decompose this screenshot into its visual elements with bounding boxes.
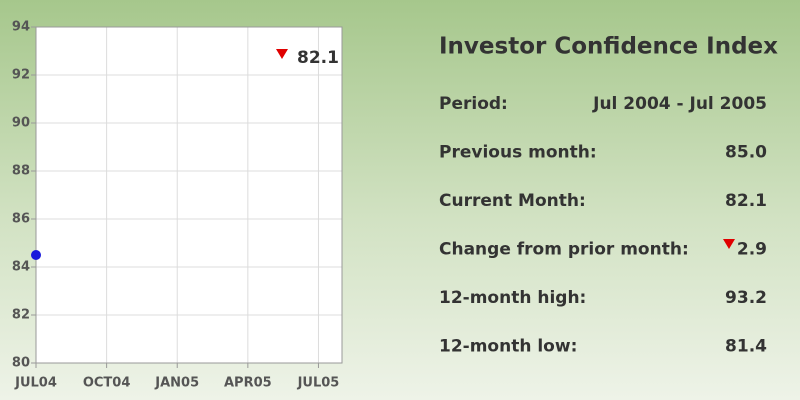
row-label: Previous month: [439,143,597,163]
panel-title: Investor Confidence Index [439,34,778,60]
row-value: 85.0 [725,143,767,163]
point [31,250,41,260]
row-label: Period: [439,94,508,114]
x-tick-label: OCT04 [83,376,131,391]
row-label: 12-month high: [439,288,586,308]
row-label: Current Month: [439,191,586,211]
row-value: Jul 2004 - Jul 2005 [592,94,767,114]
plot-area [35,26,343,364]
down-arrow [276,49,288,59]
y-tick-label: 86 [12,212,30,227]
row-label: Change from prior month: [439,240,689,260]
y-tick-label: 88 [12,164,30,179]
annotation: 82.1 [297,48,339,68]
y-tick-label: 80 [12,356,30,371]
x-tick-label: JUL04 [14,376,57,391]
x-tick-label: JUL05 [297,376,340,391]
row-value: 2.9 [737,240,767,260]
y-tick-label: 82 [12,308,30,323]
row-value: 81.4 [725,337,767,357]
down-arrow [723,239,735,249]
y-tick-label: 92 [12,68,30,83]
plot-frame [35,26,343,364]
row-value: 93.2 [725,288,767,308]
row-label: 12-month low: [439,337,577,357]
row-value: 82.1 [725,191,767,211]
x-tick-label: JAN05 [154,376,199,391]
y-tick-label: 90 [12,116,30,131]
y-tick-label: 84 [12,260,30,275]
x-tick-label: APR05 [224,376,272,391]
y-tick-label: 94 [12,20,30,35]
